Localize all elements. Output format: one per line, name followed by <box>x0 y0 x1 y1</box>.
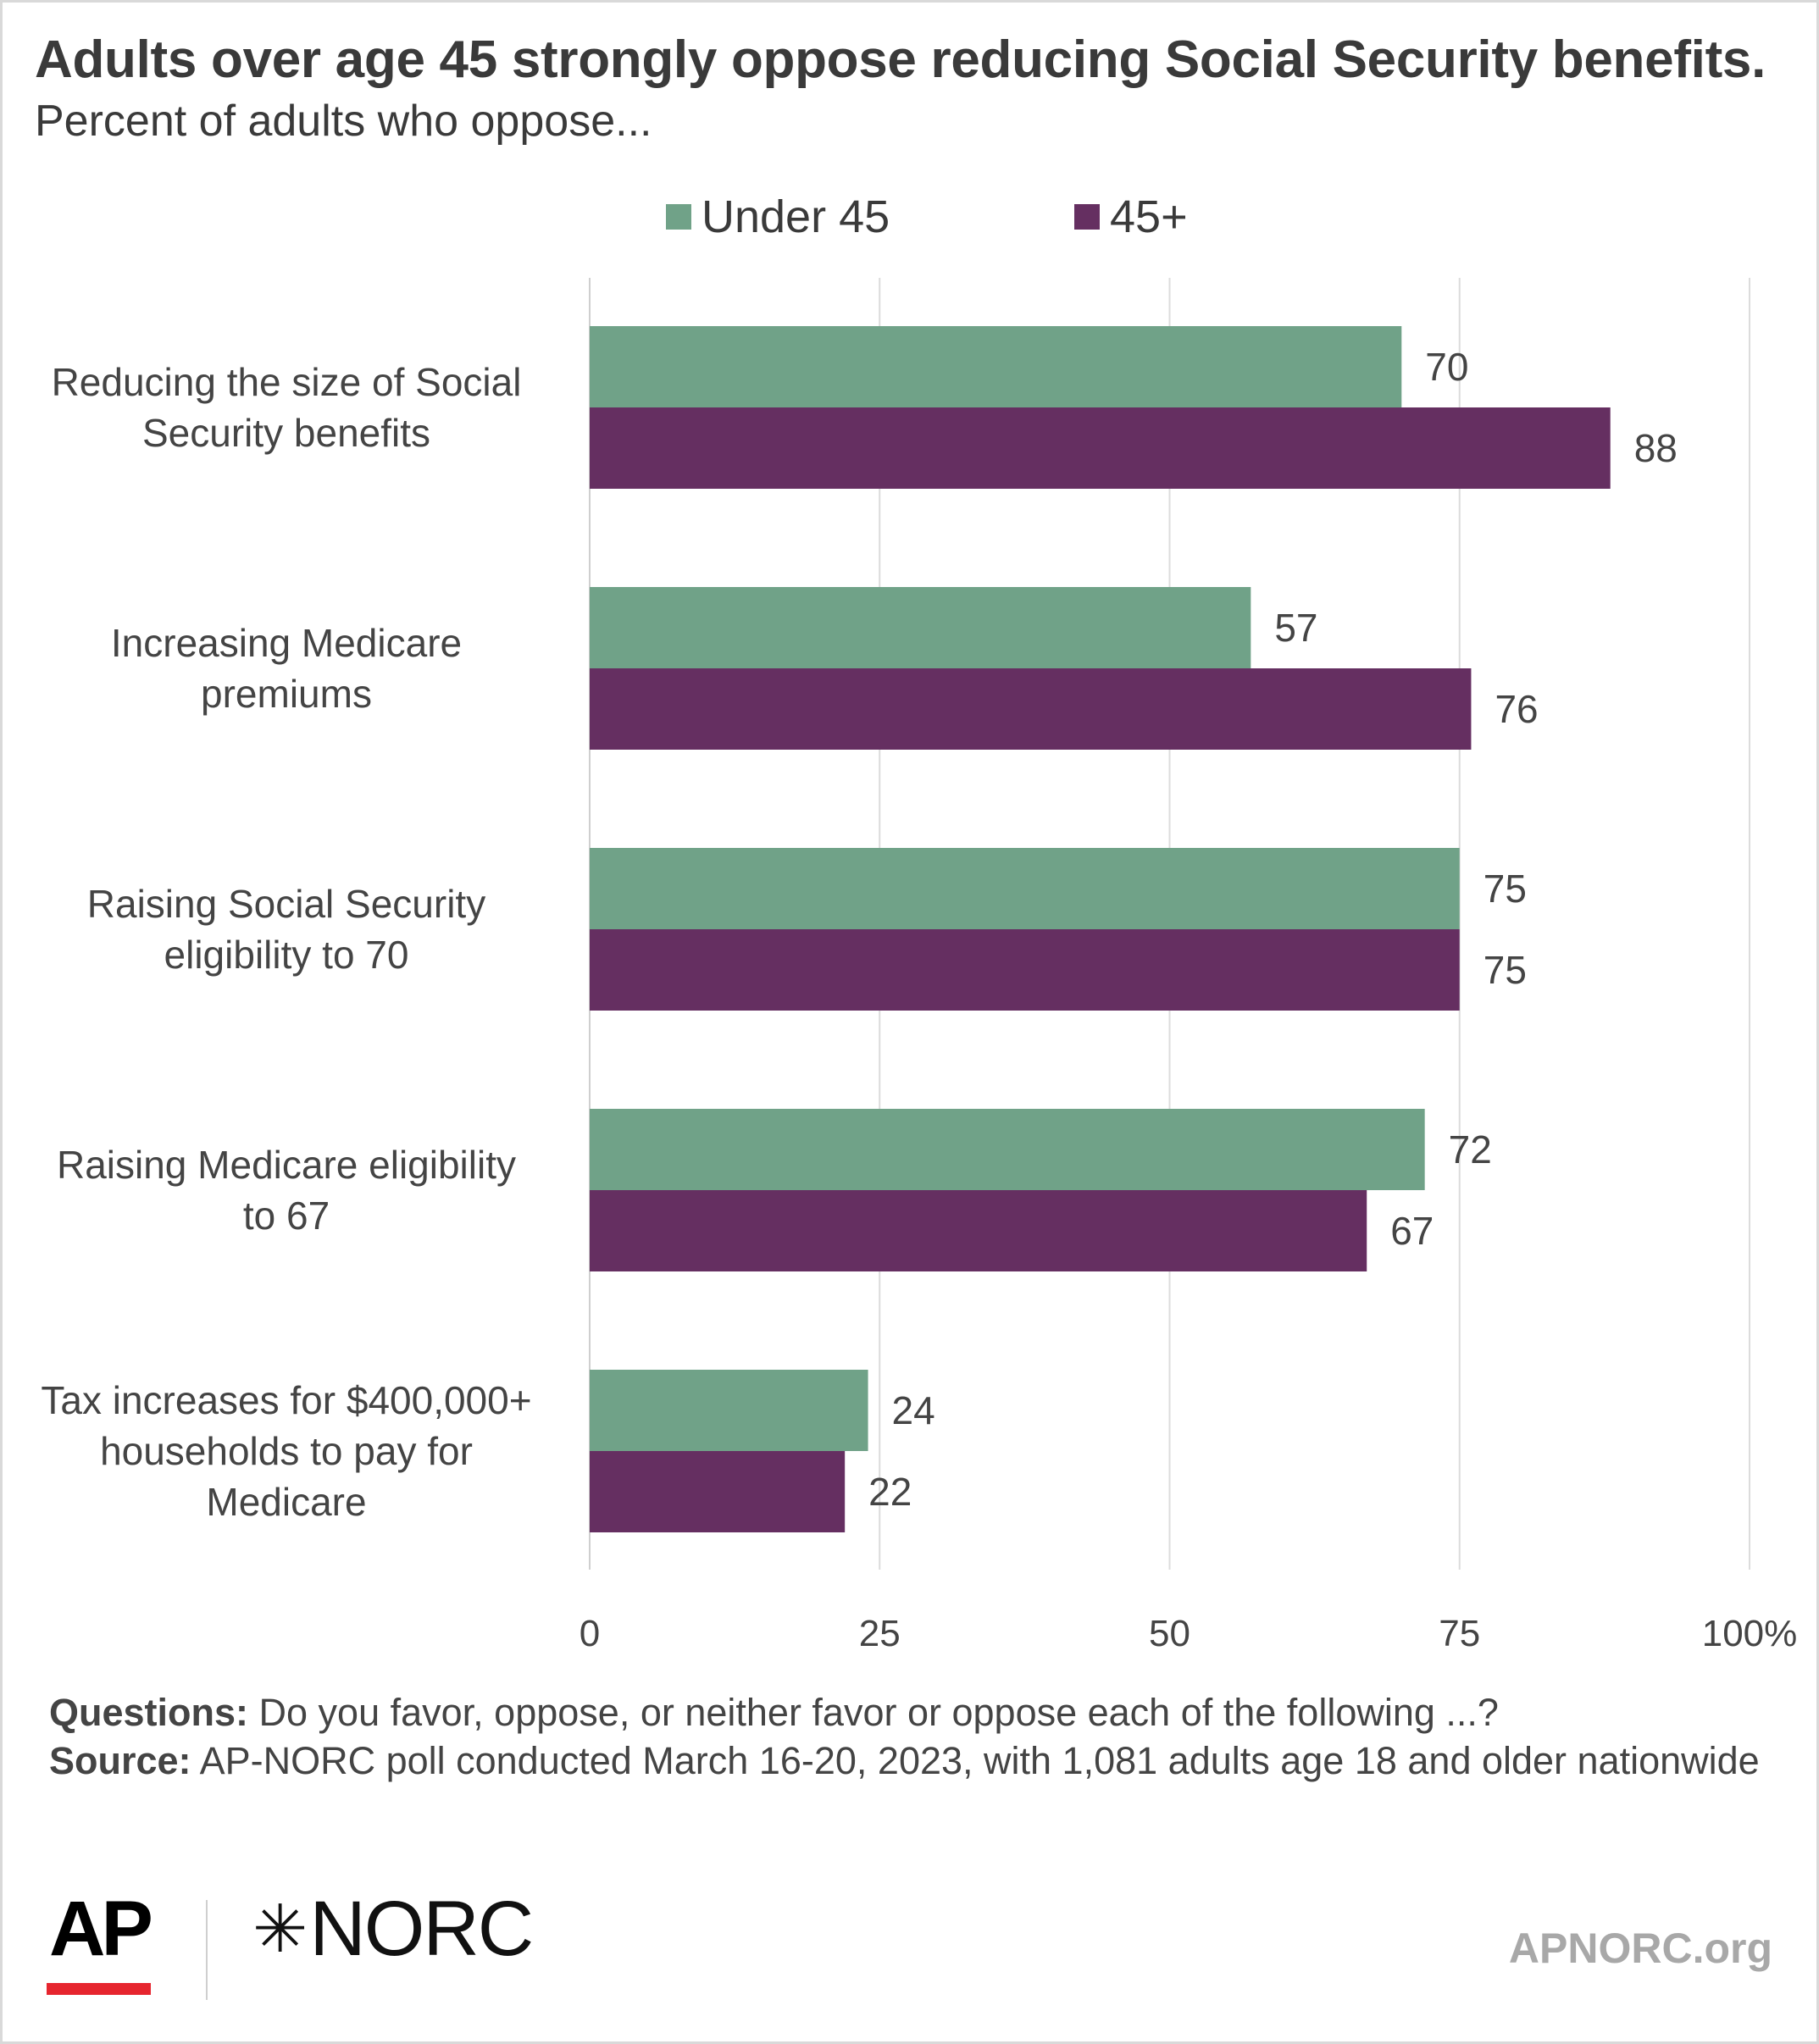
data-label: 88 <box>1634 426 1678 470</box>
ap-logo-bar <box>47 1983 151 1995</box>
norc-star-icon: ✳ <box>252 1892 308 1966</box>
category-label: Increasing Medicare <box>111 621 462 665</box>
legend-item-under-45: Under 45 <box>666 191 890 243</box>
x-tick-label: 75 <box>1439 1613 1480 1654</box>
legend-swatch-45-plus <box>1074 204 1100 230</box>
x-tick-label: 50 <box>1149 1613 1190 1654</box>
ap-logo: AP <box>49 1886 153 1972</box>
legend-label-45-plus: 45+ <box>1110 191 1188 242</box>
category-label: Medicare <box>206 1480 366 1524</box>
x-tick-label: 100% <box>1702 1613 1798 1654</box>
data-label: 72 <box>1449 1127 1492 1172</box>
site-link[interactable]: APNORC.org <box>1508 1925 1772 1972</box>
source-note: Source: AP-NORC poll conducted March 16-… <box>49 1737 1777 1785</box>
x-tick-label: 25 <box>859 1613 901 1654</box>
data-label: 67 <box>1390 1209 1434 1253</box>
data-label: 24 <box>892 1388 935 1432</box>
bar-45-plus <box>590 1190 1367 1271</box>
questions-text: Do you favor, oppose, or neither favor o… <box>248 1691 1499 1734</box>
bar-45-plus <box>590 929 1460 1011</box>
logo-divider <box>206 1900 208 2000</box>
data-label: 76 <box>1495 687 1538 731</box>
bar-chart: 0 25 50 75 100% 70 88 Reducing the size of Soci… <box>41 278 1798 1654</box>
norc-logo: ✳ NORC <box>252 1886 534 1972</box>
legend-item-45-plus: 45+ <box>1074 191 1188 243</box>
bar-under-45 <box>590 587 1251 668</box>
chart-title: Adults over age 45 strongly oppose reduc… <box>35 30 1766 89</box>
category-label: Tax increases for $400,000+ <box>41 1378 531 1422</box>
category-label: Raising Medicare eligibility <box>57 1143 516 1187</box>
data-label: 75 <box>1483 867 1527 911</box>
category-label: Reducing the size of Social <box>52 360 522 404</box>
legend: Under 45 45+ <box>3 191 1819 243</box>
data-label: 22 <box>868 1470 912 1514</box>
source-label: Source: <box>49 1739 191 1782</box>
category-label: Raising Social Security <box>87 882 485 926</box>
category-label: to 67 <box>243 1194 330 1238</box>
category-label: households to pay for <box>100 1429 473 1473</box>
chart-subtitle: Percent of adults who oppose... <box>35 97 652 146</box>
bar-45-plus <box>590 668 1472 750</box>
data-label: 57 <box>1274 606 1317 650</box>
category-label: premiums <box>201 672 372 716</box>
bar-45-plus <box>590 1451 846 1532</box>
source-text: AP-NORC poll conducted March 16-20, 2023… <box>191 1739 1760 1782</box>
bar-under-45 <box>590 848 1460 929</box>
x-tick-label: 0 <box>580 1613 600 1654</box>
questions-note: Questions: Do you favor, oppose, or neit… <box>49 1688 1777 1737</box>
data-label: 70 <box>1425 345 1468 389</box>
bar-under-45 <box>590 1370 868 1451</box>
norc-logo-text: NORC <box>309 1886 534 1972</box>
bar-under-45 <box>590 326 1402 407</box>
legend-swatch-under-45 <box>666 204 691 230</box>
category-label: Security benefits <box>142 411 430 455</box>
data-label: 75 <box>1483 948 1527 992</box>
chart-notes: Questions: Do you favor, oppose, or neit… <box>49 1688 1777 1785</box>
legend-label-under-45: Under 45 <box>702 191 890 242</box>
bar-under-45 <box>590 1109 1425 1190</box>
category-label: eligibility to 70 <box>164 933 409 977</box>
questions-label: Questions: <box>49 1691 249 1734</box>
bar-45-plus <box>590 407 1611 489</box>
